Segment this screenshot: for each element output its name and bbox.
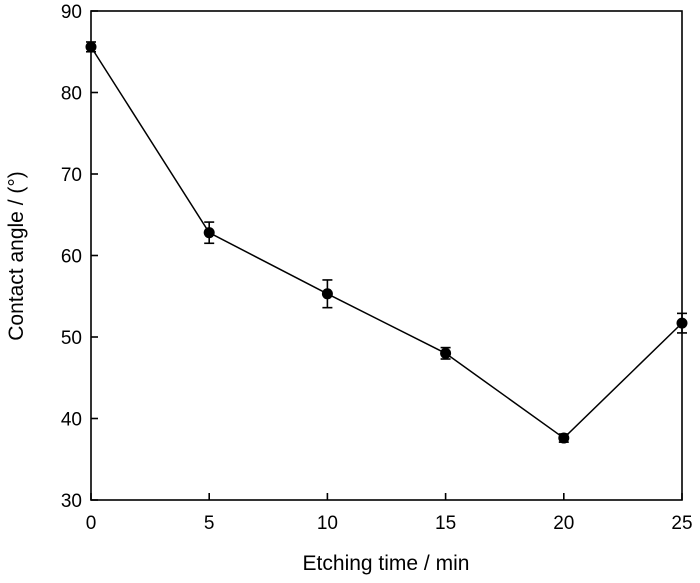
- y-tick-label: 90: [61, 2, 82, 23]
- data-point: [440, 347, 452, 359]
- x-axis-title: Etching time / min: [303, 552, 470, 575]
- x-axis-ticks: 0 5 10 15 20 25: [86, 493, 693, 534]
- y-tick-label: 80: [61, 84, 82, 105]
- data-point: [203, 227, 215, 239]
- series-layer: [85, 41, 688, 444]
- series-line: [90, 46, 683, 440]
- x-tick-label: 10: [317, 513, 338, 534]
- y-axis-ticks: 30 40 50 60 70 80 90: [61, 2, 98, 512]
- plot-frame: [90, 10, 683, 501]
- data-point: [321, 288, 333, 300]
- x-tick-label: 0: [86, 513, 97, 534]
- data-point: [85, 41, 97, 53]
- y-axis-title: Contact angle / (°): [5, 171, 28, 340]
- x-tick-label: 5: [204, 513, 215, 534]
- data-point: [558, 432, 570, 444]
- x-tick-label: 15: [435, 513, 456, 534]
- x-tick-label: 20: [553, 513, 574, 534]
- y-tick-label: 50: [61, 328, 82, 349]
- y-tick-label: 40: [61, 410, 82, 431]
- y-tick-label: 30: [61, 491, 82, 512]
- y-tick-label: 60: [61, 247, 82, 268]
- x-tick-label: 25: [671, 513, 692, 534]
- data-point: [676, 317, 688, 329]
- y-tick-label: 70: [61, 165, 82, 186]
